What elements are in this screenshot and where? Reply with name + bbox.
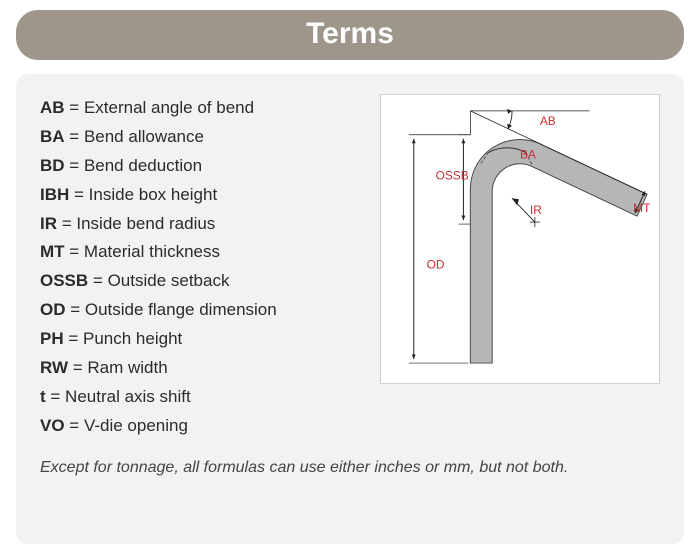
term-row: t = Neutral axis shift xyxy=(40,383,368,412)
term-row: RW = Ram width xyxy=(40,354,368,383)
svg-text:AB: AB xyxy=(540,114,556,128)
svg-text:OD: OD xyxy=(427,258,445,272)
term-row: PH = Punch height xyxy=(40,325,368,354)
term-row: VO = V-die opening xyxy=(40,412,368,441)
term-row: AB = External angle of bend xyxy=(40,94,368,123)
term-row: OSSB = Outside setback xyxy=(40,267,368,296)
term-row: BA = Bend allowance xyxy=(40,123,368,152)
footnote: Except for tonnage, all formulas can use… xyxy=(40,459,660,477)
svg-text:OSSB: OSSB xyxy=(436,168,469,182)
term-row: BD = Bend deduction xyxy=(40,152,368,181)
header-title: Terms xyxy=(16,10,684,60)
svg-text:BA: BA xyxy=(520,148,536,162)
term-row: IBH = Inside box height xyxy=(40,181,368,210)
content-panel: AB = External angle of bend BA = Bend al… xyxy=(16,74,684,544)
svg-text:MT: MT xyxy=(633,201,650,215)
bend-diagram-svg: AB BA OSSB IR MT OD xyxy=(381,95,659,383)
bend-diagram: AB BA OSSB IR MT OD xyxy=(380,94,660,384)
term-row: MT = Material thickness xyxy=(40,238,368,267)
term-row: OD = Outside flange dimension xyxy=(40,296,368,325)
term-row: IR = Inside bend radius xyxy=(40,210,368,239)
svg-text:IR: IR xyxy=(530,203,542,217)
terms-list: AB = External angle of bend BA = Bend al… xyxy=(40,94,368,441)
